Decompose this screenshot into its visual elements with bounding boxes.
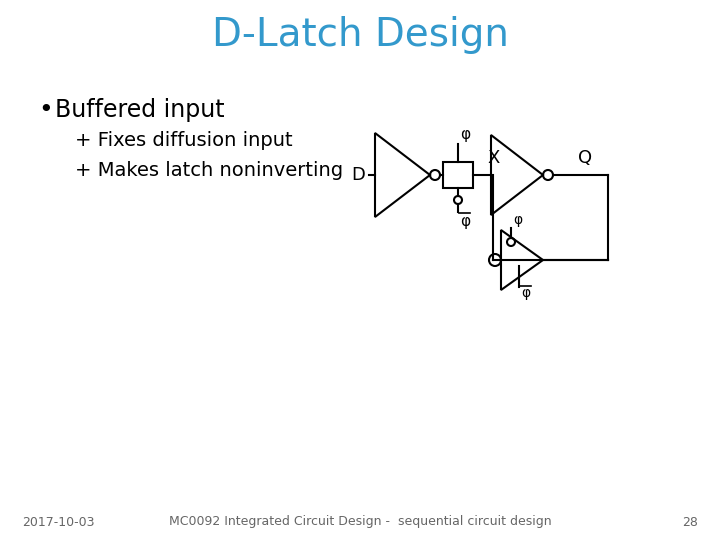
Text: X: X [487,149,500,167]
Text: •: • [38,98,53,122]
Bar [443,162,473,188]
Text: 2017-10-03: 2017-10-03 [22,516,94,529]
Text: D: D [351,166,365,184]
Text: + Fixes diffusion input: + Fixes diffusion input [75,131,292,150]
Text: φ: φ [513,213,522,227]
Text: + Makes latch noninverting: + Makes latch noninverting [75,160,343,179]
Text: φ: φ [521,287,530,300]
Text: D-Latch Design: D-Latch Design [212,16,508,54]
Text: φ: φ [460,127,470,142]
Text: MC0092 Integrated Circuit Design -  sequential circuit design: MC0092 Integrated Circuit Design - seque… [168,516,552,529]
Text: 28: 28 [682,516,698,529]
Text: Buffered input: Buffered input [55,98,225,122]
Text: φ: φ [460,214,470,229]
Text: Q: Q [578,149,592,167]
